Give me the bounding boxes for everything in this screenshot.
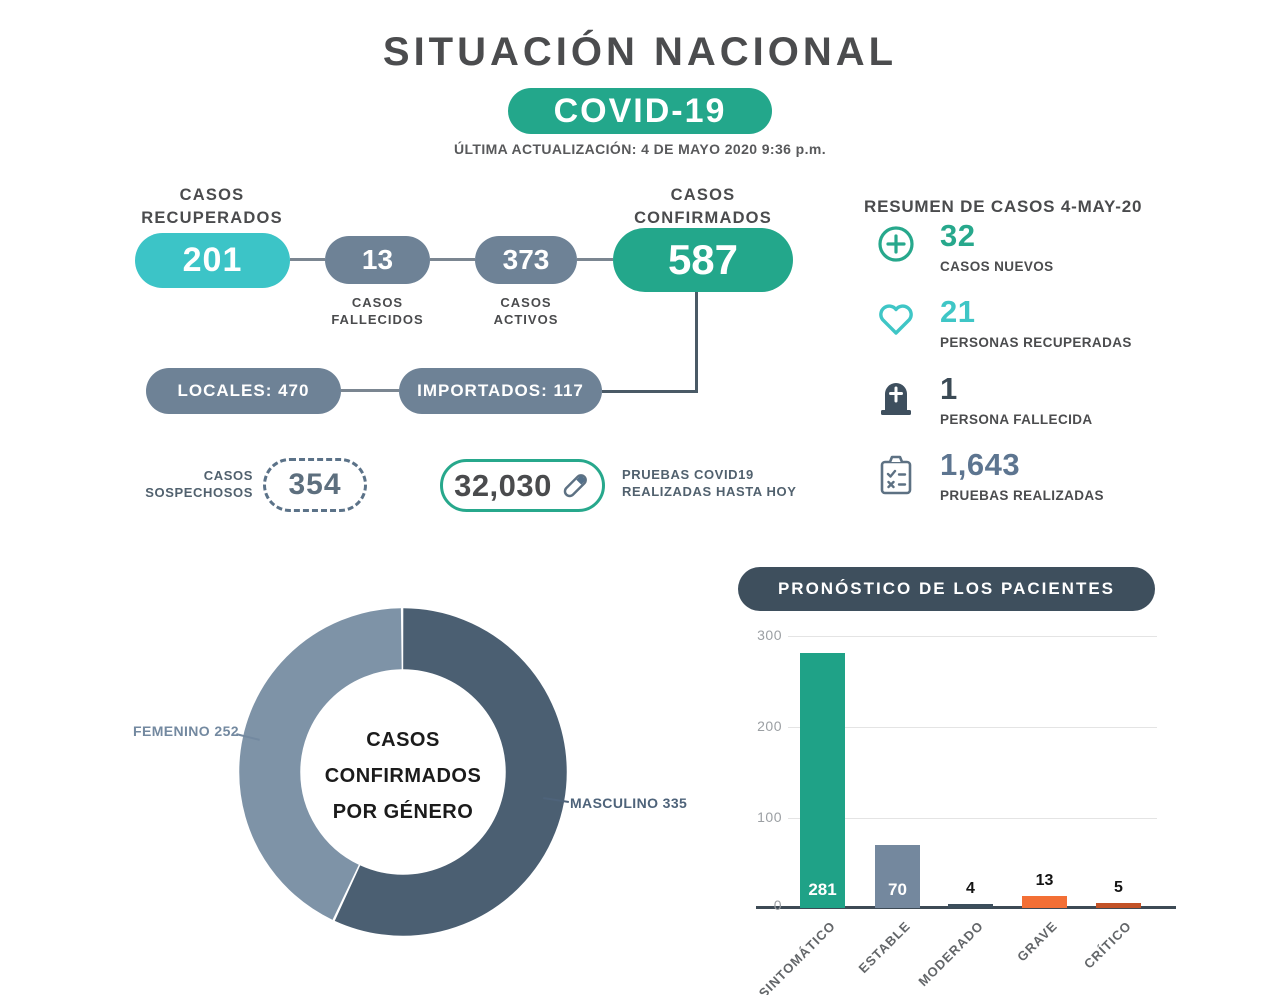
bar-value-label: 281 [808,880,837,899]
deceased-label: PERSONA FALLECIDA [940,412,1093,427]
bar-estable: 70 [875,636,920,908]
deceased-cases-label: CASOS FALLECIDOS [331,295,424,327]
tombstone-icon [874,377,918,421]
y-tick-200: 200 [757,718,782,734]
recovered-label: PERSONAS RECUPERADAS [940,335,1132,350]
connector-line [577,258,613,261]
confirmed-cases-title: CASOS CONFIRMADOS [634,186,772,227]
donut-label-femenino: FEMENINO 252 [133,723,239,739]
recovered-value: 21 [940,294,976,329]
new-cases-value: 32 [940,218,976,253]
covid-badge: COVID-19 [508,88,772,134]
summary-row-tests: 1,643 PRUEBAS REALIZADAS [874,449,1204,503]
summary-row-new-cases: 32 CASOS NUEVOS [874,220,1204,274]
bar-critico: 5 [1096,636,1141,908]
last-updated-text: ÚLTIMA ACTUALIZACIÓN: 4 DE MAYO 2020 9:3… [453,141,827,157]
gridline-200 [788,727,1157,728]
gridline-100 [788,818,1157,819]
tests-count-pill: 32,030 [440,459,605,512]
connector-line [695,292,698,393]
deceased-value: 1 [940,371,958,406]
x-axis-label-asintomatico: ASINTOMÁTICO [748,918,839,995]
bar-moderado: 4 [948,636,993,908]
recovered-cases-pill: 201 [135,233,290,288]
test-tube-icon [559,470,591,502]
gender-donut-chart [239,608,567,936]
tests-total-value: 1,643 [940,447,1021,482]
tests-total-label: PRUEBAS REALIZADAS [940,488,1104,503]
donut-center-title: CASOS CONFIRMADOS POR GÉNERO [324,729,482,823]
active-cases-pill: 373 [475,236,577,284]
summary-row-recovered: 21 PERSONAS RECUPERADAS [874,296,1204,350]
bar-value-label: 4 [966,880,975,897]
page-title: SITUACIÓN NACIONAL [382,30,898,74]
prognosis-chart-title: PRONÓSTICO DE LOS PACIENTES [738,567,1155,611]
deceased-cases-pill: 13 [325,236,430,284]
donut-label-masculino: MASCULINO 335 [570,795,688,811]
active-cases-label: CASOS ACTIVOS [493,295,559,327]
summary-row-deceased: 1 PERSONA FALLECIDA [874,373,1204,427]
y-tick-100: 100 [757,809,782,825]
bar-value-label: 70 [888,880,907,899]
y-tick-300: 300 [757,627,782,643]
gridline-300 [788,636,1157,637]
bar-asintomatico: 281 [800,636,845,908]
tests-count-value: 32,030 [454,467,552,503]
recovered-cases-title: CASOS RECUPERADOS [141,186,283,227]
summary-title: RESUMEN DE CASOS 4-MAY-20 [864,197,1143,216]
bar-value-label: 13 [1035,872,1054,890]
imported-cases-pill: IMPORTADOS: 117 [399,368,602,414]
heart-icon [874,300,918,344]
connector-line [430,258,475,261]
connector-line [341,389,399,392]
tests-description-label: PRUEBAS COVID19 REALIZADAS HASTA HOY [622,467,797,499]
suspected-cases-label: CASOS SOSPECHOSOS [145,468,253,500]
bar-grave: 13 [1022,636,1067,908]
y-tick-0: 0 [773,897,782,913]
confirmed-cases-pill: 587 [613,228,793,292]
bar-value-label: 5 [1114,879,1123,897]
plus-circle-icon [874,224,918,268]
local-cases-pill: LOCALES: 470 [146,368,341,414]
new-cases-label: CASOS NUEVOS [940,259,1054,274]
clipboard-icon [874,453,918,497]
connector-line [602,390,698,393]
connector-line [290,258,325,261]
suspected-cases-pill: 354 [263,458,367,512]
